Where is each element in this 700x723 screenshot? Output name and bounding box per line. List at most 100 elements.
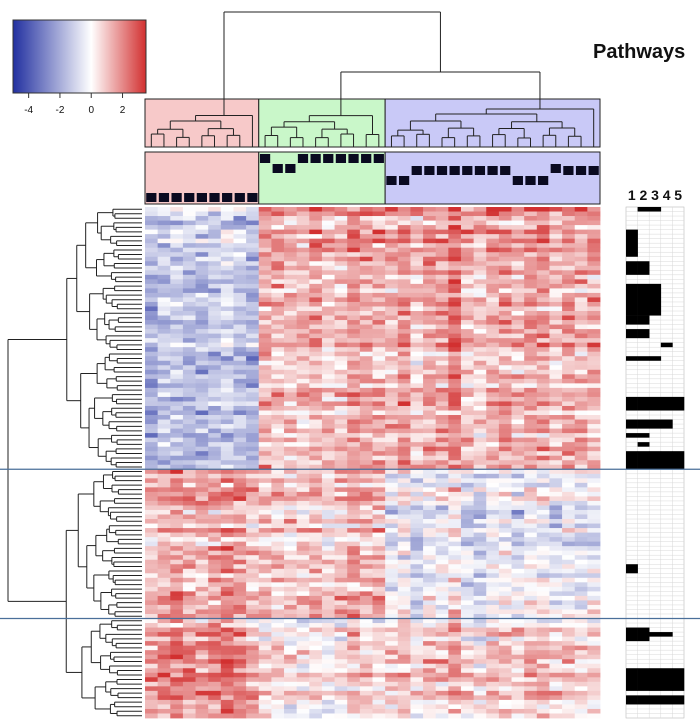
heatmap-cell <box>359 265 373 271</box>
heatmap-cell <box>182 546 196 552</box>
heatmap-cell <box>246 274 260 280</box>
heatmap-cell <box>157 650 171 656</box>
heatmap-cell <box>271 609 285 615</box>
heatmap-cell <box>321 351 335 357</box>
heatmap-cell <box>157 256 171 262</box>
heatmap-cell <box>397 690 411 696</box>
heatmap-cell <box>321 659 335 665</box>
heatmap-cell <box>423 509 437 515</box>
pathway-matrix <box>625 206 685 719</box>
heatmap-cell <box>258 491 272 497</box>
heatmap-cell <box>220 243 234 249</box>
heatmap-cell <box>486 315 500 321</box>
heatmap-cell <box>549 225 563 231</box>
heatmap-cell <box>233 519 247 524</box>
heatmap-cell <box>220 446 234 452</box>
heatmap-cell <box>233 645 247 651</box>
heatmap-cell <box>511 410 525 416</box>
heatmap-cell <box>284 681 298 687</box>
heatmap-cell <box>284 324 298 330</box>
sample-marker <box>234 193 245 202</box>
heatmap-cell <box>296 369 310 375</box>
heatmap-cell <box>473 500 487 506</box>
heatmap-cell <box>208 324 222 330</box>
heatmap-cell <box>397 460 411 466</box>
heatmap-cell <box>549 519 563 524</box>
heatmap-cell <box>536 311 550 316</box>
heatmap-cell <box>258 387 272 393</box>
heatmap-cell <box>423 582 437 588</box>
heatmap-cell <box>423 419 437 425</box>
heatmap-cell <box>246 360 260 366</box>
heatmap-cell <box>195 234 209 240</box>
heatmap-cell <box>271 564 285 570</box>
heatmap-cell <box>448 378 462 384</box>
heatmap-cell <box>397 546 411 552</box>
heatmap-cell <box>246 378 260 384</box>
heatmap-cell <box>486 383 500 389</box>
heatmap-cell <box>511 523 525 529</box>
heatmap-cell <box>182 265 196 271</box>
heatmap-cell <box>372 405 386 411</box>
heatmap-cell <box>385 464 399 470</box>
heatmap-cell <box>347 650 361 656</box>
heatmap-cell <box>271 415 285 420</box>
heatmap-cell <box>562 315 576 321</box>
heatmap-cell <box>258 338 272 344</box>
heatmap-cell <box>524 207 538 212</box>
heatmap-cell <box>460 546 475 552</box>
heatmap-cell <box>587 690 601 696</box>
heatmap-cell <box>296 342 310 348</box>
heatmap-cell <box>385 315 399 321</box>
heatmap-cell <box>536 609 550 615</box>
heatmap-cell <box>549 342 563 348</box>
heatmap-cell <box>284 654 298 660</box>
heatmap-cell <box>246 618 260 624</box>
heatmap-cell <box>258 573 272 579</box>
heatmap-cell <box>284 238 298 244</box>
heatmap-cell <box>170 591 184 597</box>
heatmap-cell <box>220 478 234 484</box>
heatmap-cell <box>296 419 310 425</box>
heatmap-cell <box>536 699 550 705</box>
heatmap-cell <box>511 528 525 533</box>
heatmap-cell <box>397 424 411 429</box>
heatmap-cell <box>145 668 159 674</box>
heatmap-cell <box>536 347 550 353</box>
heatmap-cell <box>587 234 601 240</box>
heatmap-cell <box>574 415 588 420</box>
heatmap-cell <box>271 654 285 660</box>
heatmap-cell <box>473 595 487 601</box>
heatmap-cell <box>321 641 335 647</box>
heatmap-cell <box>182 528 196 533</box>
heatmap-cell <box>220 315 234 321</box>
heatmap-cell <box>208 704 222 710</box>
heatmap-cell <box>309 609 323 615</box>
heatmap-cell <box>524 365 538 371</box>
heatmap-cell <box>157 415 171 420</box>
heatmap-cell <box>145 247 159 253</box>
heatmap-cell <box>397 559 411 565</box>
heatmap-cell <box>157 238 171 244</box>
heatmap-cell <box>587 415 601 420</box>
heatmap-cell <box>372 469 386 475</box>
heatmap-cell <box>574 509 588 515</box>
heatmap-cell <box>448 207 462 212</box>
heatmap-cell <box>524 577 538 583</box>
heatmap-cell <box>498 360 512 366</box>
heatmap-cell <box>296 455 310 461</box>
heatmap-cell <box>486 532 500 538</box>
heatmap-cell <box>170 315 184 321</box>
heatmap-cell <box>195 695 209 701</box>
heatmap-cell <box>271 238 285 244</box>
heatmap-cell <box>145 650 159 656</box>
sample-marker <box>436 166 448 175</box>
heatmap-cell <box>536 265 550 271</box>
heatmap-cell <box>460 641 475 647</box>
heatmap-cell <box>574 211 588 217</box>
heatmap-cell <box>170 211 184 217</box>
heatmap-cell <box>246 663 260 669</box>
heatmap-cell <box>359 582 373 588</box>
heatmap-cell <box>182 306 196 312</box>
heatmap-cell <box>284 509 298 515</box>
